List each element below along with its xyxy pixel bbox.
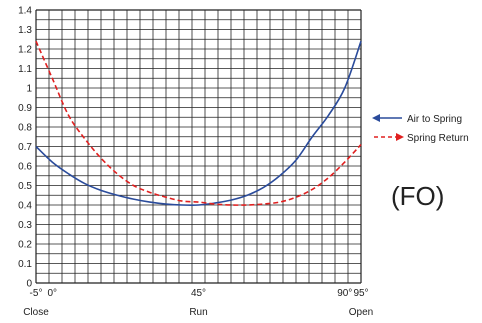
x-axis: -5° 0° 45° 90° 95° Close Run Open xyxy=(23,288,373,318)
x-tick-label: -5° xyxy=(30,288,43,299)
y-tick-label: 0.7 xyxy=(18,142,32,153)
y-tick-label: 0.2 xyxy=(18,240,32,251)
y-tick-label: 0 xyxy=(26,279,32,290)
x-tick-label: 0° xyxy=(47,288,57,299)
y-axis: 0 0.1 0.2 0.3 0.4 0.5 0.6 0.7 0.8 0.9 1 1.1 1.2 1.3 1.… xyxy=(18,6,32,290)
y-tick-label: 1.4 xyxy=(18,6,32,17)
fo-annotation: (FO) xyxy=(391,181,444,211)
legend-label-air-to-spring: Air to Spring xyxy=(407,114,462,125)
series-line-air-to-spring xyxy=(35,40,362,206)
legend: Air to Spring Spring Return xyxy=(372,114,469,144)
y-tick-label: 1.2 xyxy=(18,45,32,56)
y-tick-label: 1.3 xyxy=(18,25,32,36)
legend-item-spring-return: Spring Return xyxy=(374,133,469,144)
x-sub-label: Run xyxy=(189,307,207,318)
y-tick-label: 1 xyxy=(26,84,32,95)
y-tick-label: 0.3 xyxy=(18,220,32,231)
y-tick-label: 0.1 xyxy=(18,259,32,270)
x-sub-label: Close xyxy=(23,307,49,318)
chart-grid xyxy=(35,9,362,284)
x-tick-label: 45° xyxy=(191,288,206,299)
x-sub-label: Open xyxy=(349,307,373,318)
y-tick-label: 1.1 xyxy=(18,64,32,75)
x-tick-label: 95° xyxy=(353,288,368,299)
y-tick-label: 0.9 xyxy=(18,103,32,114)
series-line-spring-return xyxy=(35,40,362,206)
legend-item-air-to-spring: Air to Spring xyxy=(372,114,462,125)
legend-arrow-right-icon xyxy=(396,133,404,141)
series-layer xyxy=(35,40,362,206)
y-tick-label: 0.6 xyxy=(18,162,32,173)
y-tick-label: 0.4 xyxy=(18,201,32,212)
x-tick-label: 90° xyxy=(337,288,352,299)
y-tick-label: 0.8 xyxy=(18,123,32,134)
legend-arrow-left-icon xyxy=(372,114,380,122)
legend-label-spring-return: Spring Return xyxy=(407,133,469,144)
y-tick-label: 0.5 xyxy=(18,181,32,192)
